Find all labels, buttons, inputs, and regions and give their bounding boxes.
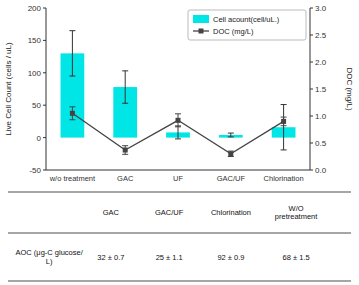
x-tick-label: Chlorination <box>264 174 304 183</box>
x-axis-line <box>46 170 310 171</box>
table-rule <box>8 192 351 193</box>
y2-axis-label: DOC (mg/L) <box>345 67 354 110</box>
text-line: GAC/UF <box>155 208 184 217</box>
y2-tick-label: 1.5 <box>315 85 327 94</box>
legend-box <box>188 10 306 40</box>
y2-tick-label: 2.5 <box>315 31 327 40</box>
error-bar <box>281 105 287 150</box>
text-line: pretreatment <box>275 212 318 221</box>
y2-tick-label: 0.0 <box>315 166 327 175</box>
error-bar <box>69 31 75 76</box>
y2-tick-label: 3.0 <box>315 4 327 13</box>
x-tick-label: UF <box>173 174 183 183</box>
y2-tick-label: 1.0 <box>315 112 327 121</box>
x-tick-label: GAC <box>117 174 134 183</box>
error-bar <box>281 117 287 126</box>
table-cell: 92 ± 0.9 <box>217 253 244 262</box>
y-tick-label: 0 <box>37 134 42 143</box>
error-bar <box>122 146 128 155</box>
y2-tick <box>310 170 313 171</box>
y-tick-label: 100 <box>28 69 42 78</box>
y2-tick <box>310 143 313 144</box>
legend-swatch <box>193 15 209 23</box>
table-header: GAC/UF <box>155 208 184 217</box>
error-bar <box>122 71 128 103</box>
y-tick <box>43 72 46 73</box>
legend-marker <box>199 29 204 34</box>
table-rule <box>8 233 351 234</box>
y2-tick <box>310 89 313 90</box>
line <box>72 113 283 154</box>
text-line: 25 ± 1.1 <box>156 253 183 262</box>
y-tick <box>43 137 46 138</box>
legend-label: DOC (mg/L) <box>213 27 254 36</box>
error-bar <box>69 107 75 120</box>
y-tick <box>43 8 46 9</box>
error-bar <box>228 151 234 156</box>
y2-tick <box>310 116 313 117</box>
error-bar <box>175 126 181 139</box>
y-tick-label: -50 <box>29 166 41 175</box>
y-axis-label: Live Cell Count (cells / uL) <box>4 42 13 136</box>
error-bar <box>175 114 181 127</box>
y-tick-label: 50 <box>32 101 41 110</box>
y2-tick-label: 0.5 <box>315 139 327 148</box>
y-axis-line <box>46 8 47 170</box>
y-tick-label: 200 <box>28 4 42 13</box>
text-line: 68 ± 1.5 <box>283 253 310 262</box>
plot-marks <box>61 31 296 157</box>
text-line: Chlorination <box>211 208 251 217</box>
text-line: 32 ± 0.7 <box>97 253 124 262</box>
table-cell: 25 ± 1.1 <box>156 253 183 262</box>
table-header: GAC <box>103 208 120 217</box>
legend: Cell acount(cell/uL.) DOC (mg/L) <box>188 10 306 40</box>
y-tick <box>43 105 46 106</box>
y2-tick <box>310 62 313 63</box>
table-row-label: AOC (μg-C glucose/L) <box>16 248 84 266</box>
x-tick-label: w/o treatment <box>49 174 96 183</box>
error-bar <box>228 133 234 137</box>
marker <box>228 151 233 156</box>
y2-tick <box>310 35 313 36</box>
table-cell: 68 ± 1.5 <box>283 253 310 262</box>
legend-label: Cell acount(cell/uL.) <box>213 15 280 24</box>
table-header: W/Opretreatment <box>275 204 318 222</box>
text-line: L) <box>46 257 53 266</box>
chart: -50 0 50 100 150 200 0.0 0.5 1.0 1.5 2.0 2.5 3.0 Live… <box>0 0 359 285</box>
table-header: Chlorination <box>211 208 251 217</box>
text-line: GAC <box>103 208 120 217</box>
y-tick <box>43 40 46 41</box>
y-tick <box>43 170 46 171</box>
y2-tick-label: 2.0 <box>315 58 327 67</box>
y-tick-label: 150 <box>28 36 42 45</box>
table-rule <box>8 281 351 282</box>
y2-tick <box>310 8 313 9</box>
table-cell: 32 ± 0.7 <box>97 253 124 262</box>
text-line: 92 ± 0.9 <box>217 253 244 262</box>
x-tick-label: GAC/UF <box>217 174 246 183</box>
